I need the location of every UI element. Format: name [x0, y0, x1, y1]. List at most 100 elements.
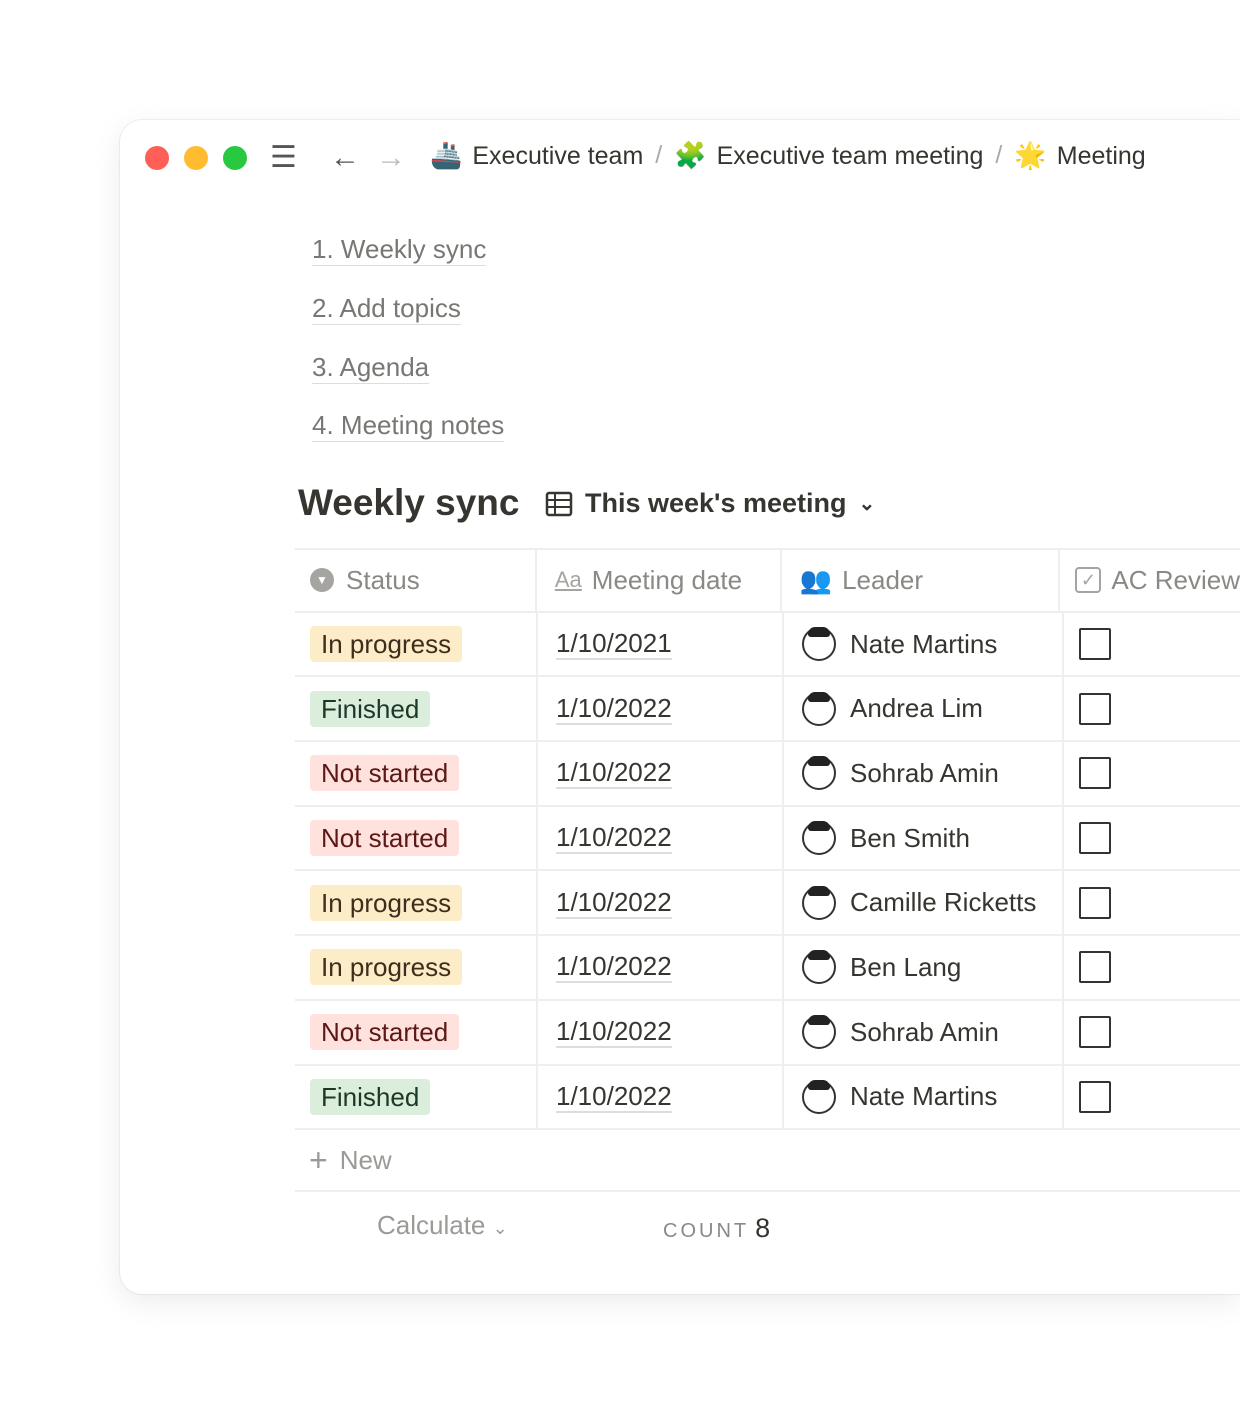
- maximize-window-button[interactable]: [223, 146, 247, 170]
- ac-review-checkbox[interactable]: [1079, 757, 1111, 790]
- breadcrumb-label: Meeting: [1056, 142, 1146, 170]
- column-header-meeting-date[interactable]: Aa Meeting date: [537, 550, 782, 611]
- status-icon: ▼: [310, 568, 334, 593]
- close-window-button[interactable]: [145, 146, 169, 170]
- status-cell[interactable]: In progress: [295, 612, 538, 676]
- status-badge: Finished: [310, 690, 431, 727]
- leader-cell[interactable]: Nate Martins: [784, 1065, 1064, 1129]
- leader-name: Ben Smith: [850, 822, 970, 853]
- leader-name: Ben Lang: [850, 951, 962, 982]
- leader-cell[interactable]: Ben Lang: [784, 936, 1064, 999]
- add-new-row-button[interactable]: + New: [295, 1130, 1240, 1193]
- status-cell[interactable]: Not started: [295, 1000, 538, 1064]
- page-emoji-icon: 🌟: [1014, 140, 1047, 170]
- ac-review-cell: [1064, 1066, 1240, 1129]
- ac-review-cell: [1064, 807, 1240, 870]
- view-label: This week's meeting: [585, 488, 847, 518]
- column-label: Leader: [842, 564, 924, 595]
- toc-link-add-topics[interactable]: 2. Add topics: [312, 293, 461, 325]
- meeting-date-link[interactable]: 1/10/2022: [556, 822, 672, 855]
- menu-icon[interactable]: ☰: [270, 141, 297, 174]
- meeting-date-cell[interactable]: 1/10/2022: [538, 677, 784, 741]
- ac-review-checkbox[interactable]: [1079, 628, 1111, 661]
- status-cell[interactable]: In progress: [295, 936, 538, 999]
- status-cell[interactable]: Finished: [295, 1065, 538, 1129]
- ac-review-checkbox[interactable]: [1079, 1080, 1111, 1113]
- back-arrow-icon[interactable]: ←: [330, 141, 360, 174]
- ac-review-checkbox[interactable]: [1079, 692, 1111, 725]
- status-badge: In progress: [310, 626, 463, 663]
- table-row[interactable]: Not started 1/10/2022 Ben Smith: [295, 806, 1240, 872]
- page-emoji-icon: 🚢: [430, 140, 463, 170]
- table-row[interactable]: Finished 1/10/2022 Nate Martins: [295, 1065, 1240, 1131]
- column-header-ac-review[interactable]: ✓ AC Review: [1060, 550, 1240, 611]
- meeting-date-link[interactable]: 1/10/2022: [556, 886, 672, 919]
- ac-review-cell: [1064, 613, 1240, 676]
- avatar: [802, 821, 836, 856]
- leader-cell[interactable]: Camille Ricketts: [784, 871, 1064, 935]
- status-badge: Finished: [310, 1078, 431, 1115]
- meeting-date-link[interactable]: 1/10/2021: [556, 628, 672, 661]
- meeting-date-link[interactable]: 1/10/2022: [556, 757, 672, 790]
- status-cell[interactable]: Not started: [295, 742, 538, 805]
- page-emoji-icon: 🧩: [674, 140, 707, 170]
- view-selector[interactable]: This week's meeting ⌄: [545, 488, 875, 519]
- column-header-status[interactable]: ▼ Status: [295, 550, 537, 611]
- toc-link-agenda[interactable]: 3. Agenda: [312, 352, 430, 384]
- table-row[interactable]: In progress 1/10/2022 Ben Lang: [295, 936, 1240, 1001]
- leader-cell[interactable]: Ben Smith: [784, 806, 1064, 870]
- leader-cell[interactable]: Nate Martins: [784, 612, 1064, 676]
- forward-arrow-icon[interactable]: →: [376, 141, 406, 174]
- leader-cell[interactable]: Sohrab Amin: [784, 742, 1064, 805]
- text-icon: Aa: [554, 567, 582, 593]
- status-cell[interactable]: Not started: [295, 806, 538, 870]
- plus-icon: +: [309, 1141, 328, 1178]
- avatar: [802, 1015, 836, 1050]
- avatar: [802, 756, 836, 791]
- ac-review-checkbox[interactable]: [1079, 822, 1111, 855]
- table-row[interactable]: In progress 1/10/2022 Camille Ricketts: [295, 871, 1240, 937]
- table-row[interactable]: Not started 1/10/2022 Sohrab Amin: [295, 1000, 1240, 1066]
- breadcrumb-item[interactable]: 🌟 Meeting: [1014, 140, 1145, 171]
- calculate-label: Calculate: [377, 1210, 486, 1240]
- meeting-date-cell[interactable]: 1/10/2021: [538, 612, 784, 676]
- table-row[interactable]: Not started 1/10/2022 Sohrab Amin: [295, 742, 1240, 807]
- status-badge: In progress: [310, 884, 463, 921]
- breadcrumb-item[interactable]: 🧩 Executive team meeting: [674, 140, 983, 171]
- table-row[interactable]: Finished 1/10/2022 Andrea Lim: [295, 677, 1240, 743]
- minimize-window-button[interactable]: [184, 146, 208, 170]
- table-row[interactable]: In progress 1/10/2021 Nate Martins: [295, 612, 1240, 678]
- meeting-date-cell[interactable]: 1/10/2022: [538, 1065, 784, 1129]
- breadcrumb-label: Executive team meeting: [716, 142, 984, 170]
- column-header-leader[interactable]: 👥 Leader: [782, 550, 1061, 611]
- meeting-date-cell[interactable]: 1/10/2022: [538, 936, 784, 999]
- leader-cell[interactable]: Andrea Lim: [784, 677, 1064, 741]
- avatar: [802, 1079, 836, 1114]
- leader-name: Nate Martins: [850, 1081, 998, 1112]
- breadcrumb: 🚢 Executive team / 🧩 Executive team meeting /…: [430, 140, 1146, 171]
- meeting-date-cell[interactable]: 1/10/2022: [538, 742, 784, 805]
- breadcrumb-item[interactable]: 🚢 Executive team: [430, 140, 643, 171]
- meeting-date-link[interactable]: 1/10/2022: [556, 951, 672, 984]
- chevron-down-icon: ⌄: [492, 1218, 508, 1238]
- meeting-date-cell[interactable]: 1/10/2022: [538, 1000, 784, 1064]
- meeting-date-link[interactable]: 1/10/2022: [556, 1016, 672, 1049]
- meeting-date-link[interactable]: 1/10/2022: [556, 692, 672, 725]
- status-cell[interactable]: Finished: [295, 677, 538, 741]
- ac-review-checkbox[interactable]: [1079, 1016, 1111, 1049]
- meeting-date-cell[interactable]: 1/10/2022: [538, 871, 784, 935]
- calculate-dropdown[interactable]: Calculate ⌄: [377, 1210, 508, 1241]
- ac-review-checkbox[interactable]: [1079, 886, 1111, 919]
- status-cell[interactable]: In progress: [295, 871, 538, 935]
- avatar: [802, 885, 836, 920]
- toc-link-weekly-sync[interactable]: 1. Weekly sync: [312, 234, 487, 266]
- leader-cell[interactable]: Sohrab Amin: [784, 1000, 1064, 1064]
- toc-link-meeting-notes[interactable]: 4. Meeting notes: [312, 410, 505, 442]
- chevron-down-icon: ⌄: [858, 493, 876, 515]
- meeting-date-cell[interactable]: 1/10/2022: [538, 806, 784, 870]
- leader-name: Sohrab Amin: [850, 757, 999, 788]
- column-label: AC Review: [1111, 564, 1240, 595]
- ac-review-checkbox[interactable]: [1079, 951, 1111, 984]
- meeting-date-link[interactable]: 1/10/2022: [556, 1080, 672, 1113]
- section-title: Weekly sync: [298, 482, 520, 523]
